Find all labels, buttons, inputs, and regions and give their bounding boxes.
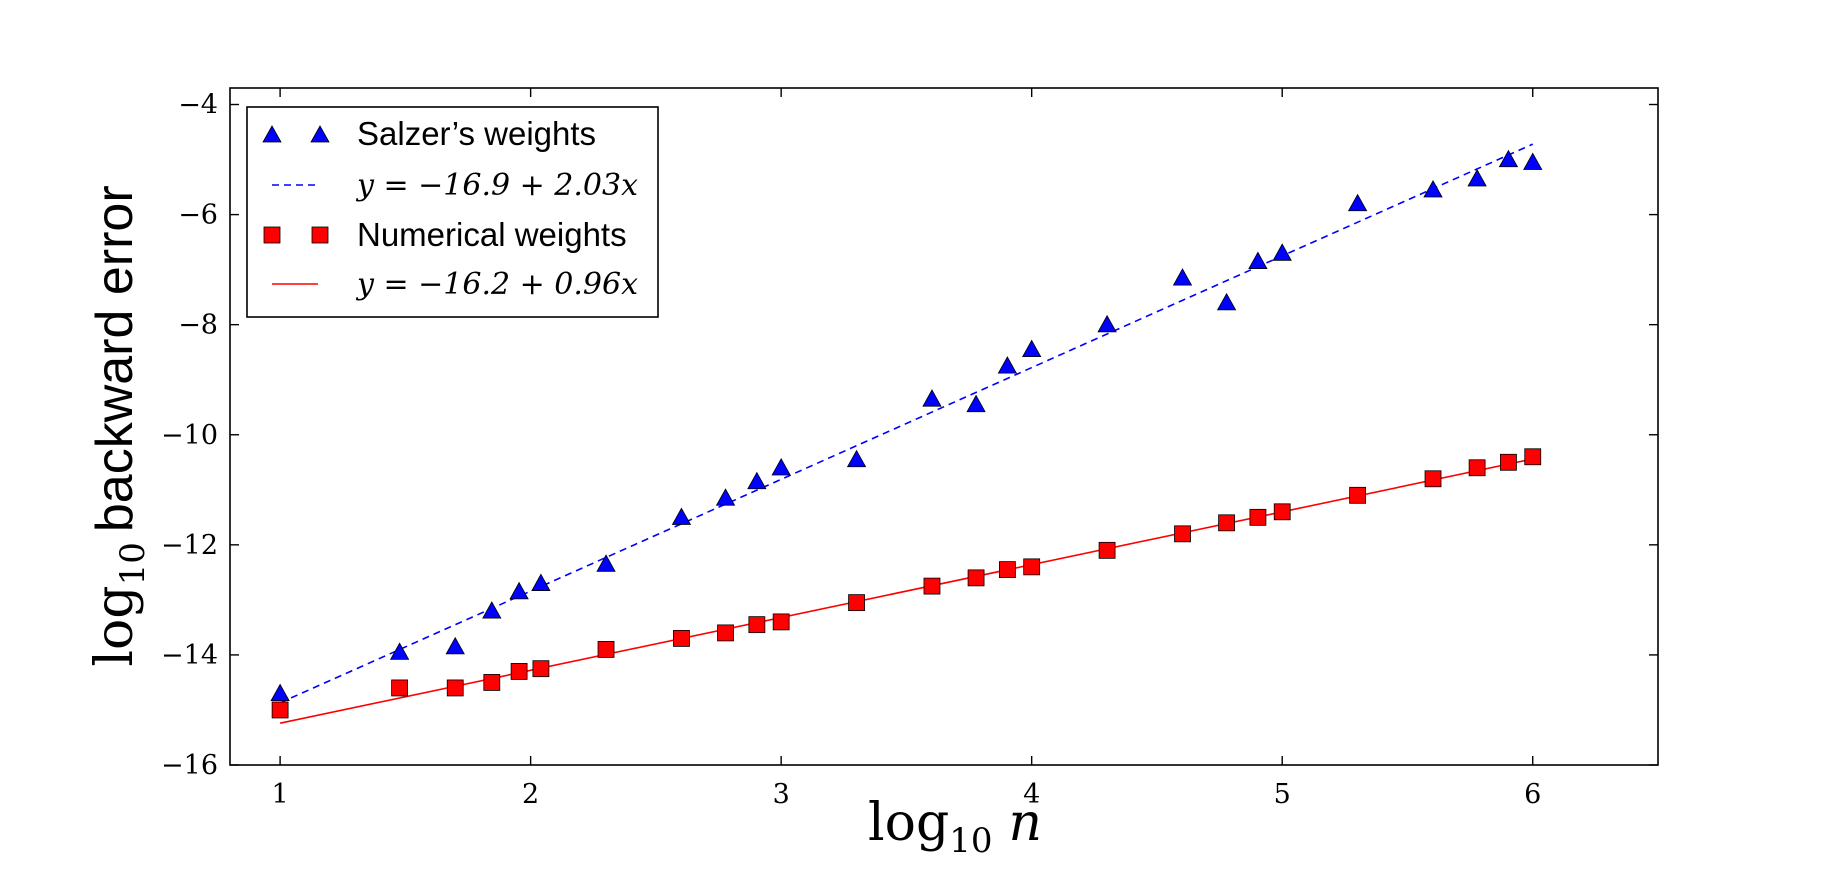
numerical-point: [717, 624, 734, 642]
salzer-point: [1523, 152, 1543, 170]
y-tick-label: −4: [178, 90, 218, 121]
x-axis-label-log: log: [868, 793, 949, 853]
y-axis-label-log: log: [85, 585, 145, 666]
numerical-point: [1098, 541, 1116, 559]
x-tick-label: 2: [522, 779, 539, 810]
salzer-point: [1498, 149, 1519, 168]
salzer-point: [596, 554, 616, 572]
data-series: [270, 143, 1543, 724]
x-axis-label-variable: n: [1009, 793, 1043, 853]
numerical-point: [1424, 470, 1442, 488]
numerical-point: [967, 569, 985, 587]
legend: Salzer’s weights y = −16.9 + 2.03x Numer…: [246, 106, 659, 318]
x-tick-label: 3: [773, 779, 790, 810]
numerical-point: [1249, 508, 1267, 526]
salzer-point: [389, 642, 410, 660]
legend-label-numerical: Numerical weights: [357, 216, 627, 253]
salzer-point: [922, 389, 942, 407]
legend-entry-numerical-fit: y = −16.2 + 0.96x: [272, 267, 638, 302]
numerical-point: [510, 663, 528, 680]
numerical-point: [1174, 525, 1191, 543]
salzer-point: [715, 488, 736, 506]
numerical-point: [483, 674, 501, 691]
legend-marker-triangle-1: [262, 125, 282, 143]
numerical-point: [1468, 459, 1486, 477]
numerical-point: [998, 561, 1016, 579]
axis-ticks: 1 2 3 4 5 6 −4 −6 −8 −10 −12 −14 −16: [161, 88, 1658, 810]
salzer-point: [509, 581, 529, 600]
salzer-point: [966, 394, 986, 413]
numerical-point: [1023, 558, 1041, 576]
salzer-point: [1347, 193, 1368, 212]
numerical-point: [1273, 503, 1291, 521]
numerical-point: [923, 577, 941, 595]
salzer-point: [747, 471, 767, 490]
numerical-point: [1524, 448, 1542, 466]
salzer-point: [1467, 168, 1487, 187]
y-tick-label: −16: [161, 750, 218, 781]
numerical-point: [673, 630, 690, 647]
numerical-point: [532, 660, 550, 678]
salzer-point: [997, 356, 1018, 374]
numerical-point: [1500, 453, 1517, 471]
legend-entry-numerical: Numerical weights: [263, 216, 627, 253]
x-tick-label: 6: [1524, 779, 1541, 810]
x-axis-label-subscript: 10: [949, 821, 992, 861]
salzer-point: [1272, 243, 1292, 261]
legend-marker-square-2: [311, 226, 329, 244]
legend-label-salzer: Salzer’s weights: [357, 115, 596, 152]
legend-marker-square-1: [263, 226, 281, 244]
numerical-point: [597, 641, 615, 658]
legend-label-salzer-fit: y = −16.9 + 2.03x: [355, 168, 638, 203]
salzer-point: [1248, 251, 1268, 269]
legend-label-numerical-fit: y = −16.2 + 0.96x: [355, 267, 638, 302]
salzer-point: [270, 683, 290, 702]
numerical-point: [446, 679, 464, 697]
y-axis-label-text: backward error: [86, 185, 144, 532]
y-tick-label: −12: [161, 530, 218, 561]
numerical-point: [748, 616, 766, 634]
salzer-point: [1423, 180, 1443, 198]
legend-marker-triangle-2: [310, 125, 330, 143]
y-tick-label: −10: [161, 420, 218, 451]
svg-text:log10backward error: log10 backward error: [85, 185, 153, 666]
numerical-point: [772, 613, 790, 631]
numerical-point: [848, 594, 865, 612]
y-axis-label-subscript: 10: [113, 542, 153, 585]
x-tick-label: 4: [1023, 779, 1040, 810]
numerical-point: [1218, 514, 1235, 532]
numerical-point: [1349, 486, 1367, 504]
salzer-point: [531, 573, 551, 591]
legend-entry-salzer-fit: y = −16.9 + 2.03x: [272, 168, 638, 203]
x-tick-label: 5: [1274, 779, 1291, 810]
salzer-point: [445, 636, 465, 655]
salzer-point: [1022, 339, 1042, 358]
salzer-point: [671, 507, 692, 525]
x-axis-label: log10 n: [868, 793, 1042, 861]
salzer-point: [1097, 314, 1117, 333]
salzer-point: [482, 601, 502, 619]
salzer-point: [846, 449, 867, 468]
numerical-point: [391, 679, 409, 697]
salzer-point: [1216, 292, 1237, 311]
y-axis-label: log10 backward error: [85, 185, 153, 666]
x-tick-label: 1: [272, 779, 289, 810]
numerical-point: [271, 701, 289, 719]
y-tick-label: −14: [161, 640, 218, 671]
salzer-point: [771, 457, 791, 476]
y-tick-label: −6: [178, 200, 218, 231]
y-tick-label: −8: [178, 310, 218, 341]
salzer-point: [1172, 268, 1193, 286]
legend-entry-salzer: Salzer’s weights: [262, 115, 596, 152]
